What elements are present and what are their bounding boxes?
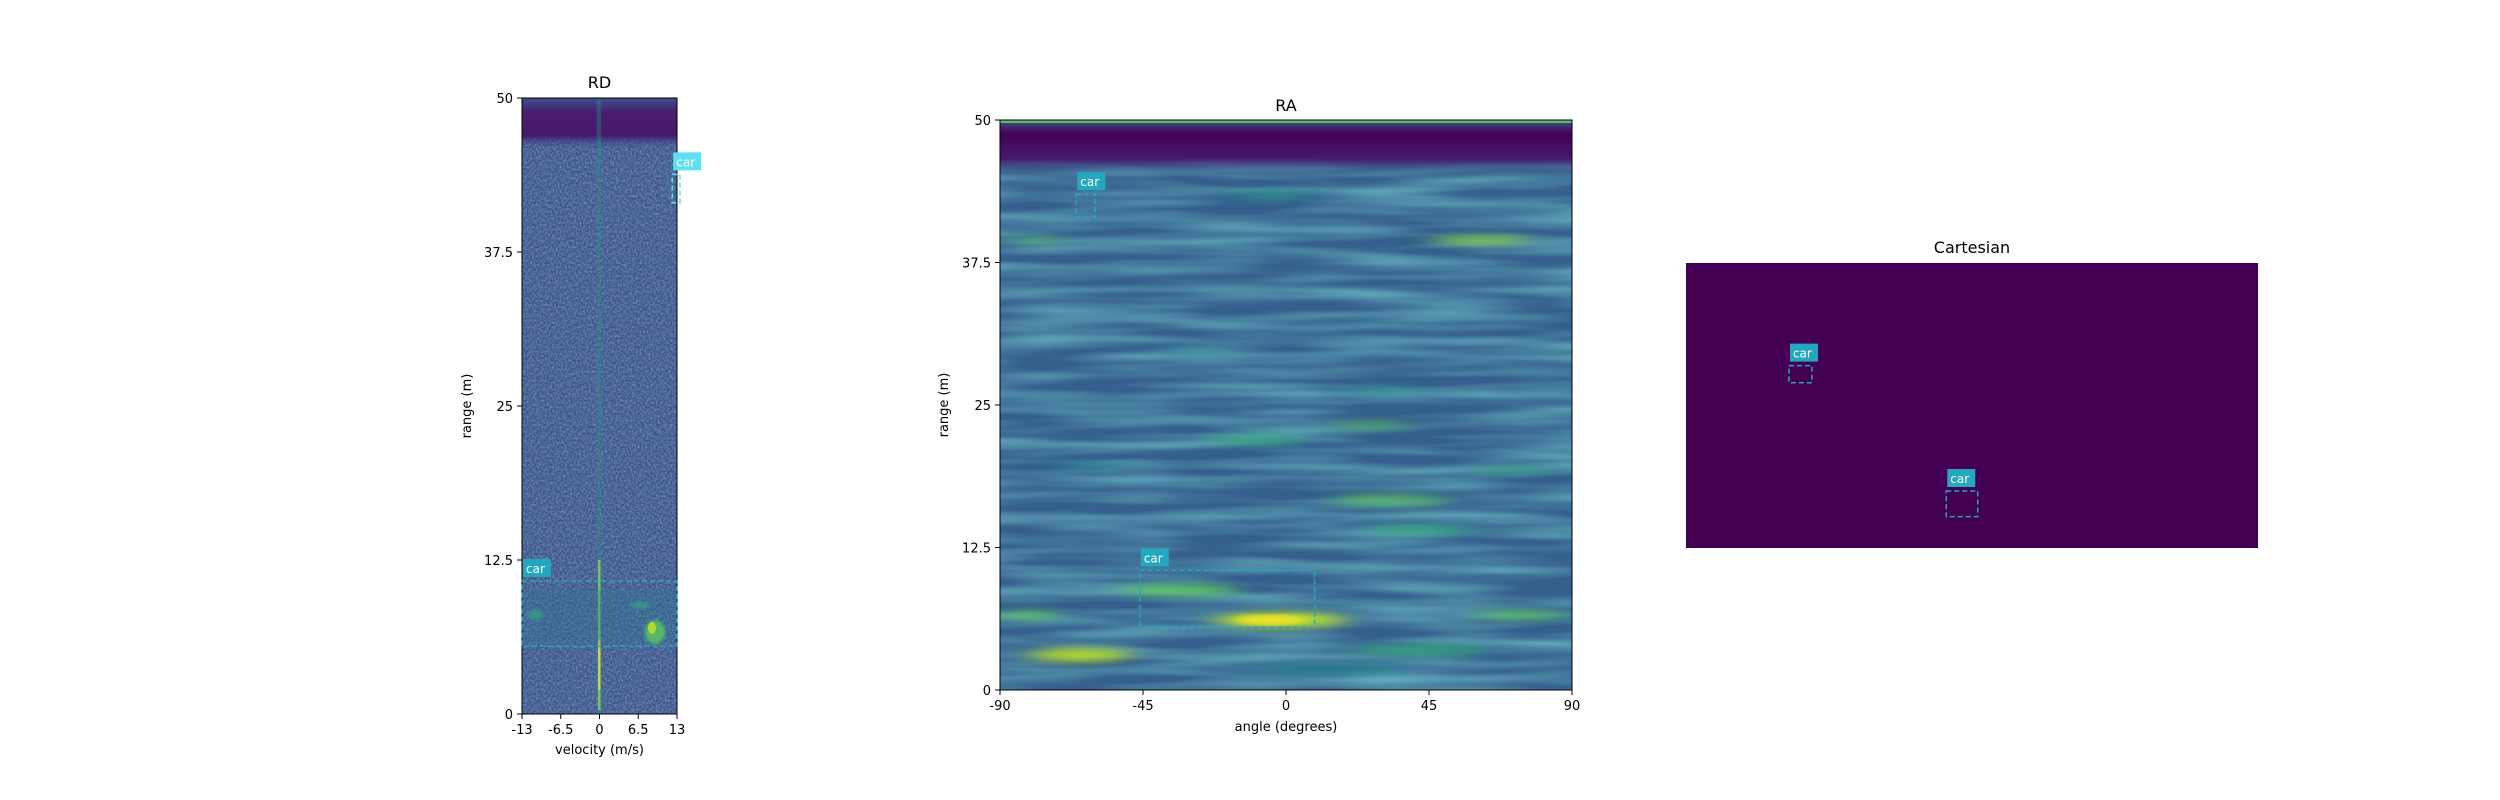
rd-panel: RD -13 -6.5 0 6.5 13 0 12.5 25 37.5 50 car car vel… <box>460 73 702 758</box>
ra-ytick-label: 37.5 <box>962 257 991 272</box>
rd-ytick-label: 37.5 <box>484 246 513 261</box>
cartesian-detections: car car <box>1788 343 1979 518</box>
ra-ytick-label: 12.5 <box>962 542 991 557</box>
ra-heatmap <box>1000 120 1572 690</box>
rd-xtick-label: 6.5 <box>628 723 649 738</box>
rd-axes: -13 -6.5 0 6.5 13 0 12.5 25 37.5 50 <box>484 92 685 738</box>
rd-ytick-label: 0 <box>505 708 513 723</box>
rd-detections: car car <box>521 152 702 647</box>
ra-detection-box <box>1075 193 1097 218</box>
rd-xlabel: velocity (m/s) <box>555 743 644 758</box>
ra-axes: -90 -45 0 45 90 0 12.5 25 37.5 50 <box>962 114 1580 714</box>
cartesian-heatmap <box>1686 263 2258 548</box>
rd-xtick-label: -6.5 <box>548 723 573 738</box>
ra-detections: car car <box>1075 172 1316 629</box>
rd-detection-label: car <box>676 155 695 169</box>
ra-detection-label: car <box>1080 175 1099 189</box>
rd-ylabel: range (m) <box>460 374 475 439</box>
cartesian-detection-box <box>1945 490 1979 518</box>
ra-ylabel: range (m) <box>937 373 952 438</box>
rd-heatmap <box>522 98 677 714</box>
rd-detection-label: car <box>526 562 545 576</box>
rd-xtick-label: 13 <box>669 723 686 738</box>
rd-ytick-label: 12.5 <box>484 554 513 569</box>
rd-ytick-label: 25 <box>496 400 513 415</box>
rd-xtick-label: -13 <box>511 723 532 738</box>
ra-xtick-label: 0 <box>1282 699 1290 714</box>
ra-detection-label-bg <box>1077 172 1106 191</box>
ra-ytick-label: 0 <box>983 684 991 699</box>
ra-ytick-label: 25 <box>974 399 991 414</box>
cartesian-detection-box <box>1788 364 1813 384</box>
rd-detection-label-bg <box>523 558 551 577</box>
ra-panel: RA <box>937 96 1580 735</box>
cartesian-detection-label: car <box>1793 347 1812 361</box>
ra-xtick-label: 45 <box>1421 699 1438 714</box>
ra-xtick-label: -45 <box>1132 699 1153 714</box>
cartesian-detection-label-bg <box>1947 469 1976 487</box>
ra-detection-label: car <box>1144 551 1163 565</box>
ra-xlabel: angle (degrees) <box>1235 720 1338 735</box>
cartesian-panel: Cartesian car car <box>1686 238 2258 548</box>
ra-detection-label-bg <box>1140 548 1169 567</box>
rd-detection-label-bg <box>673 152 702 171</box>
rd-detection-box <box>671 173 681 204</box>
cartesian-title: Cartesian <box>1934 238 2010 257</box>
rd-title: RD <box>588 73 611 92</box>
rd-xtick-label: 0 <box>595 723 603 738</box>
ra-xtick-label: -90 <box>989 699 1010 714</box>
ra-detection-box <box>1139 569 1316 629</box>
rd-detection-box <box>521 580 678 647</box>
rd-ytick-label: 50 <box>496 92 513 107</box>
cartesian-detection-label-bg <box>1789 343 1818 362</box>
ra-ytick-label: 50 <box>974 114 991 129</box>
ra-xtick-label: 90 <box>1564 699 1581 714</box>
ra-title: RA <box>1275 96 1296 115</box>
cartesian-detection-label: car <box>1950 472 1969 486</box>
